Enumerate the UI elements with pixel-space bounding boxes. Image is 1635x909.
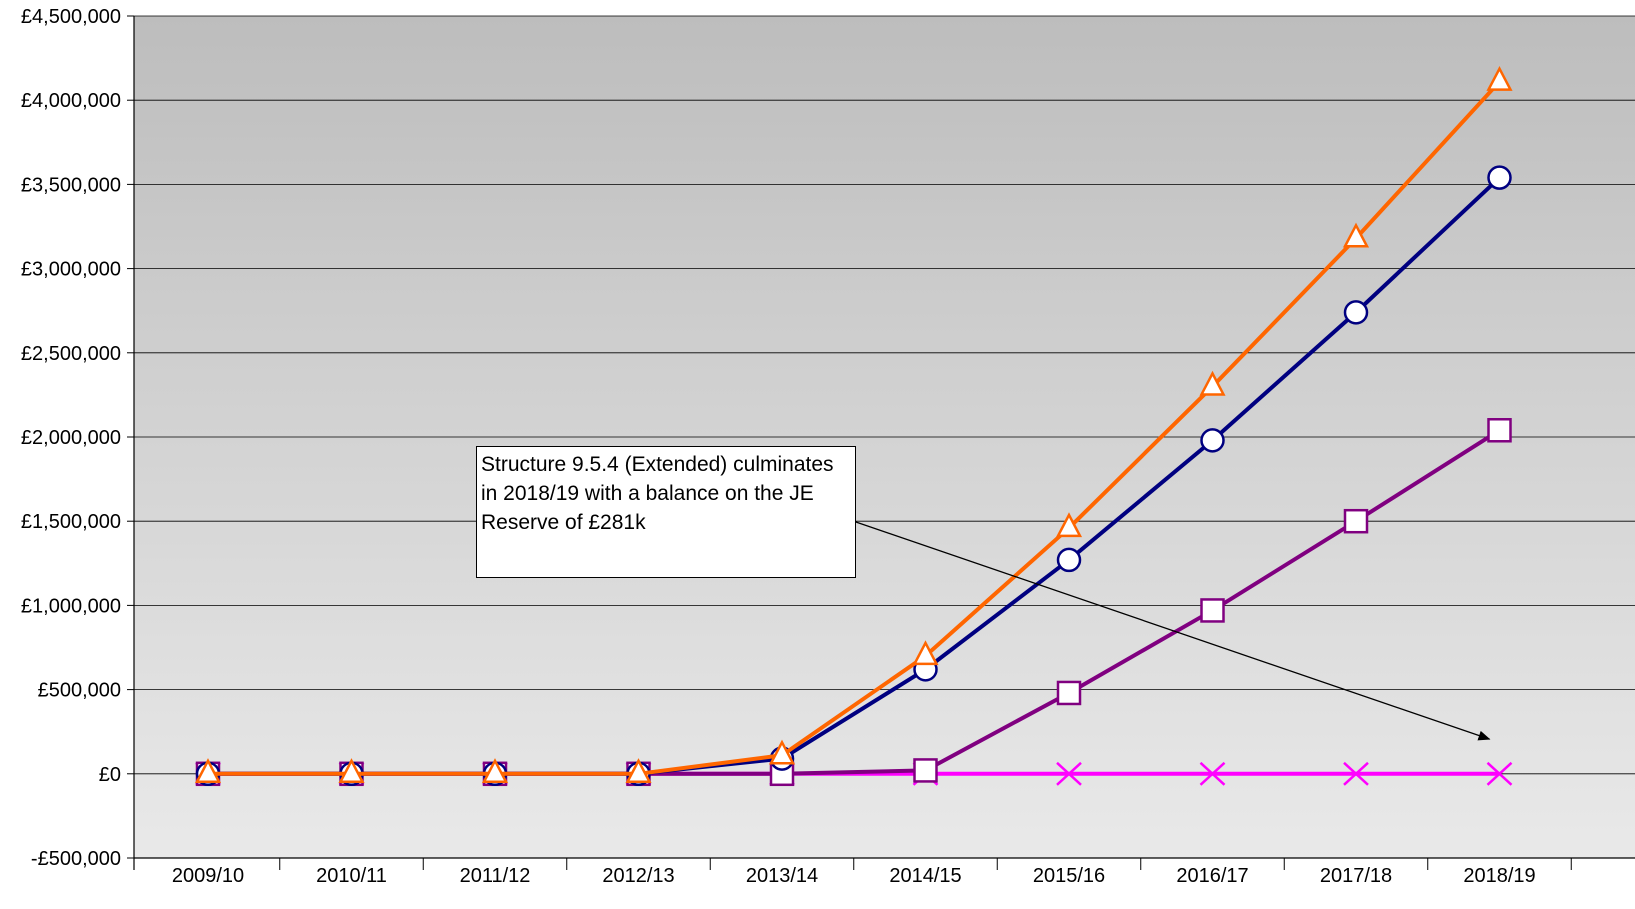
annotation-callout: Structure 9.5.4 (Extended) culminates in… <box>476 446 856 578</box>
x-tick-label: 2009/10 <box>172 865 244 887</box>
y-tick-label: £1,000,000 <box>21 595 121 617</box>
y-tick-label: £4,000,000 <box>21 90 121 112</box>
data-point-triangle <box>912 640 939 666</box>
data-point-triangle <box>338 758 365 784</box>
x-tick-label: 2013/14 <box>746 865 818 887</box>
data-point-triangle <box>625 758 652 784</box>
x-tick-label: 2015/16 <box>1033 865 1105 887</box>
x-tick-label: 2010/11 <box>316 865 387 887</box>
data-point-triangle <box>1199 370 1226 396</box>
axes <box>127 15 1635 870</box>
data-point-triangle <box>194 758 222 784</box>
x-tick-label: 2011/12 <box>460 865 531 887</box>
x-tick-label: 2017/18 <box>1320 865 1392 887</box>
series-line <box>208 80 1501 776</box>
data-point-x <box>1486 761 1513 786</box>
x-tick-label: 2016/17 <box>1176 865 1248 887</box>
data-point-square <box>1056 680 1082 706</box>
data-point-triangle <box>1486 65 1513 91</box>
data-point-x <box>1199 761 1226 786</box>
data-point-x <box>1056 761 1082 786</box>
y-tick-label: £3,000,000 <box>21 259 121 281</box>
y-tick-label: £500,000 <box>38 680 121 702</box>
y-tick-label: £3,500,000 <box>21 174 121 196</box>
x-tick-labels: 2009/10 2010/11 2011/12 2012/13 2013/14 2014/… <box>172 865 1536 887</box>
data-point-circle <box>1343 300 1369 325</box>
data-point-square <box>913 758 938 783</box>
data-point-square <box>1343 508 1369 534</box>
data-point-triangle <box>1055 512 1083 538</box>
data-point-circle <box>1487 165 1512 190</box>
callout-arrow <box>852 520 1491 741</box>
data-point-circle <box>1200 428 1225 453</box>
y-tick-label: £0 <box>99 764 121 786</box>
data-point-triangle <box>768 739 796 765</box>
y-tick-label: £2,000,000 <box>21 427 121 449</box>
y-tick-label: £4,500,000 <box>21 6 121 28</box>
y-tick-labels: -£500,000 £0 £500,000 £1,000,000 £1,500,000 £… <box>21 6 121 870</box>
data-point-circle <box>1056 547 1082 573</box>
x-tick-label: 2018/19 <box>1463 865 1535 887</box>
y-tick-label: -£500,000 <box>31 848 121 870</box>
data-point-square <box>1487 418 1512 443</box>
data-point-triangle <box>481 758 509 784</box>
data-point-x <box>1343 761 1369 786</box>
x-tick-label: 2014/15 <box>889 865 961 887</box>
gridlines <box>134 15 1635 775</box>
data-point-square <box>1200 598 1225 623</box>
y-tick-label: £1,500,000 <box>21 511 121 533</box>
series <box>194 65 1513 787</box>
x-tick-label: 2012/13 <box>602 865 674 887</box>
data-point-triangle <box>1342 222 1370 248</box>
y-tick-label: £2,500,000 <box>21 343 121 365</box>
